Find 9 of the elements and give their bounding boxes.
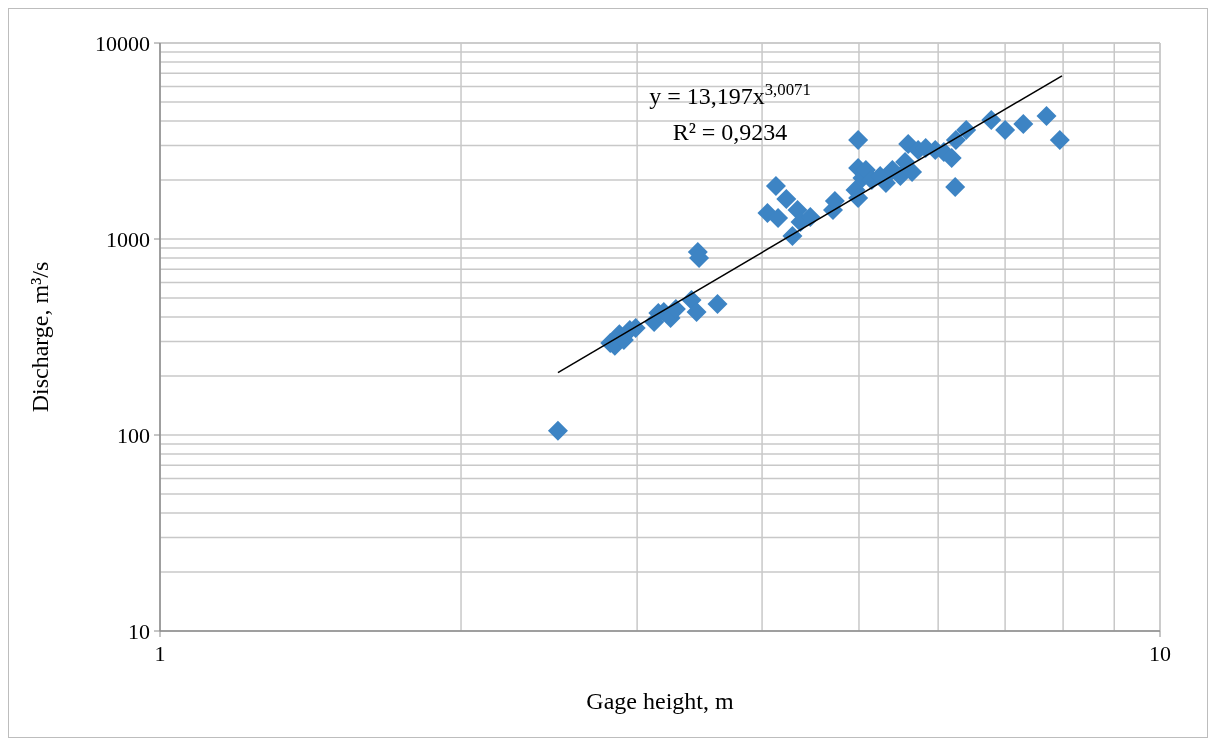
y-tick-label: 10 — [128, 618, 150, 644]
x-tick-label: 1 — [154, 641, 166, 666]
annotation: y = 13,197x$^{3,0071}$ — [649, 79, 811, 109]
y-tick-label: 10000 — [95, 30, 150, 56]
annotation: R² = 0,9234 — [672, 119, 788, 145]
y-tick-label: 1000 — [106, 226, 150, 252]
y-axis-title: Discharge, m³/s — [27, 261, 53, 413]
x-axis-title: Gage height, m — [586, 688, 734, 714]
y-tick-label: 100 — [117, 422, 150, 448]
